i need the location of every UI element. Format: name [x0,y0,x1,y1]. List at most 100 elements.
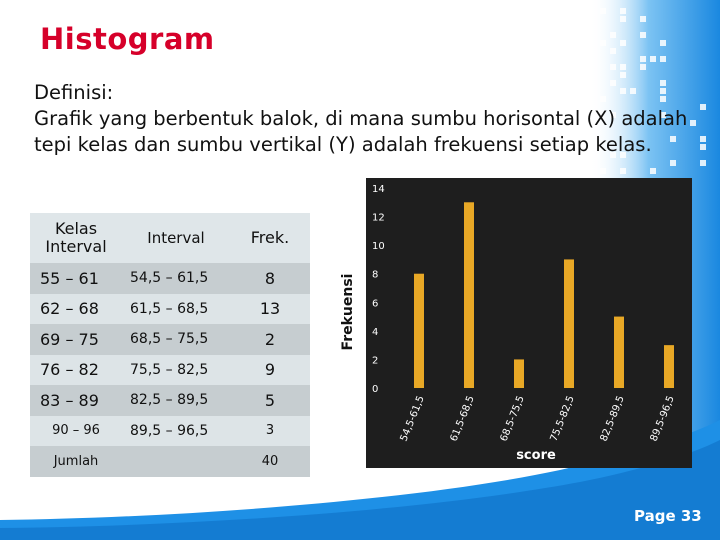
total-label: Jumlah [53,453,99,469]
cell-kelas: 69 – 75 [40,329,99,349]
decorative-pixel [580,48,586,54]
histogram-bar [414,273,424,388]
decorative-pixel [600,8,606,14]
decorative-pixel [620,168,626,174]
cell-interval: 54,5 – 61,5 [130,270,209,287]
decorative-pixel [570,64,576,70]
histogram-bar [514,359,524,388]
cell-interval: 68,5 – 75,5 [130,331,209,348]
decorative-pixel [660,88,666,94]
cell-kelas: 83 – 89 [40,390,99,410]
cell-interval: 89,5 – 96,5 [130,422,209,439]
cell-frek: 13 [259,299,281,319]
table-row: 76 – 82 75,5 – 82,5 9 [30,354,310,385]
page-number: Page 33 [634,507,702,525]
cell-frek: 9 [264,360,276,380]
decorative-pixel [660,96,666,102]
decorative-pixel [660,112,666,118]
decorative-pixel [670,136,676,142]
decorative-pixel [610,152,616,158]
decorative-pixel [560,64,566,70]
decorative-pixel [620,88,626,94]
cell-frek: 5 [264,390,276,410]
definition-heading: Definisi: [34,81,114,104]
decorative-pixel [660,56,666,62]
decorative-pixel [600,40,606,46]
decorative-pixel [700,160,706,166]
total-value: 40 [261,453,279,469]
decorative-pixel [570,120,576,126]
decorative-pixel [620,152,626,158]
table-row: 55 – 61 54,5 – 61,5 8 [30,263,310,294]
y-tick-label: 8 [372,270,378,281]
histogram-bar [464,202,474,388]
decorative-pixel [580,64,586,70]
decorative-pixel [610,112,616,118]
decorative-pixel [640,16,646,22]
decorative-pixel [570,136,576,142]
decorative-pixel [610,32,616,38]
decorative-pixel [560,0,566,6]
cell-kelas: 55 – 61 [40,268,99,288]
definition-body: Grafik yang berbentuk balok, di mana sum… [34,107,688,156]
decorative-pixel [600,96,606,102]
y-tick-label: 14 [372,184,385,195]
table-row: 62 – 68 61,5 – 68,5 13 [30,293,310,324]
decorative-pixel [610,80,616,86]
decorative-pixel [610,64,616,70]
decorative-pixel [570,0,576,6]
cell-kelas: 62 – 68 [40,299,99,319]
y-tick-label: 4 [372,327,378,338]
decorative-pixel [620,64,626,70]
cell-interval: 82,5 – 89,5 [130,392,209,409]
table-row: 90 – 96 89,5 – 96,5 3 [30,415,310,446]
cell-frek: 8 [264,268,276,288]
decorative-pixel [650,168,656,174]
decorative-pixel [620,72,626,78]
decorative-pixel [570,128,576,134]
decorative-pixel [640,32,646,38]
decorative-pixel [700,144,706,150]
decorative-pixel [640,56,646,62]
decorative-pixel [560,152,566,158]
decorative-pixel [690,120,696,126]
header-interval: Interval [147,229,205,247]
y-tick-label: 6 [372,298,378,309]
cell-kelas: 90 – 96 [52,423,100,439]
decorative-pixel [590,0,596,6]
decorative-pixel [670,160,676,166]
cell-kelas: 76 – 82 [40,360,99,380]
header-kelas-interval: Kelas Interval [45,219,107,256]
table-header-row: Kelas Interval Interval Frek. [30,213,310,263]
decorative-pixel [620,40,626,46]
histogram-bar [564,259,574,388]
slide-title: Histogram [40,22,215,56]
table-row: 69 – 75 68,5 – 75,5 2 [30,324,310,355]
decorative-pixel [580,40,586,46]
decorative-pixel [630,88,636,94]
histogram-chart: 0 2 4 6 8 10 12 14 54,5-61,5 61,5-68,5 68,5-75,5 75… [330,178,692,468]
y-tick-label: 12 [372,213,385,224]
decorative-pixel [580,72,586,78]
cell-interval: 61,5 – 68,5 [130,300,209,317]
decorative-pixel [590,40,596,46]
y-axis-title: Frekuensi [340,274,356,351]
y-tick-label: 0 [372,384,378,395]
decorative-pixel [590,64,596,70]
decorative-pixel [620,8,626,14]
decorative-pixel [700,136,706,142]
total-empty-cell [122,446,230,477]
y-tick-label: 10 [372,241,385,252]
decorative-pixel [560,72,566,78]
decorative-pixel [600,168,606,174]
header-frek: Frek. [250,228,290,247]
y-tick-label: 2 [372,355,378,366]
histogram-bar [614,316,624,388]
decorative-pixel [640,64,646,70]
decorative-pixel [610,48,616,54]
decorative-pixel [550,56,556,62]
decorative-pixel [570,160,576,166]
decorative-pixel [590,128,596,134]
